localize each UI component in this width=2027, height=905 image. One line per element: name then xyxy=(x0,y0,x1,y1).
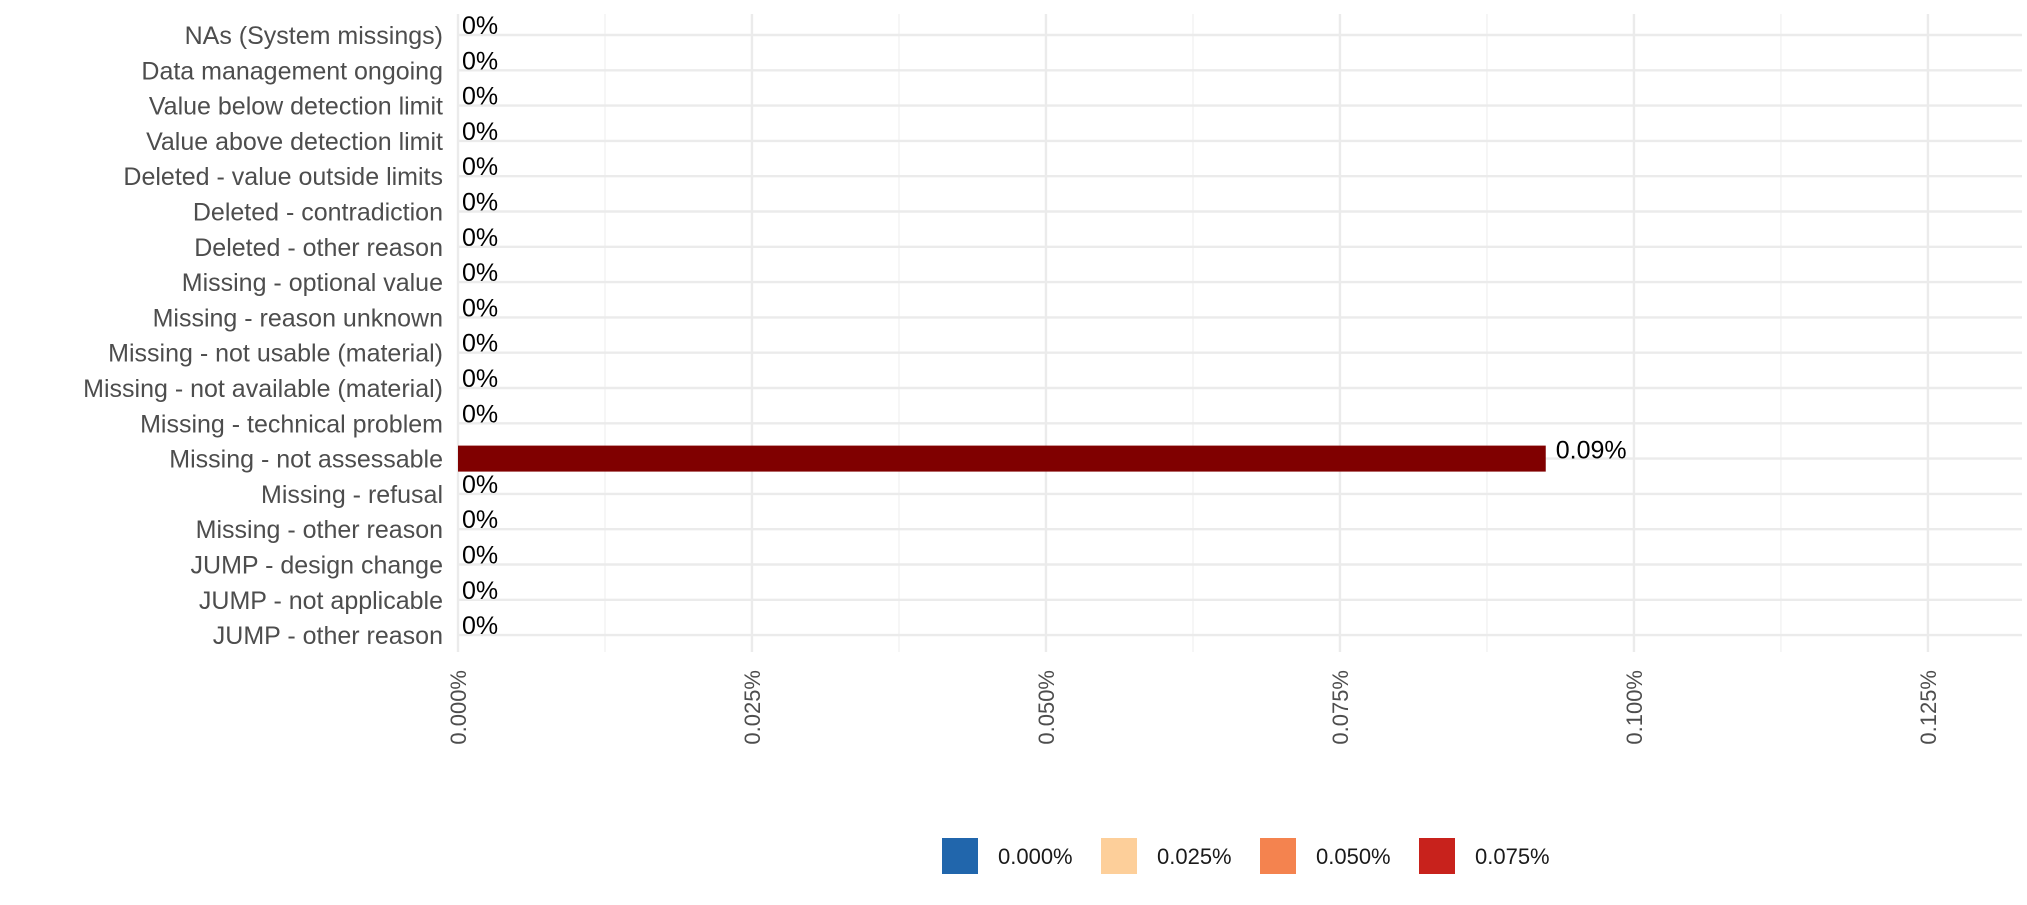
value-label: 0% xyxy=(462,506,498,534)
value-label: 0% xyxy=(462,153,498,181)
value-label: 0% xyxy=(462,12,498,40)
x-axis-tick-labels: 0.000% 0.025% 0.050% 0.075% 0.100% 0.125% xyxy=(446,670,1941,745)
value-label: 0% xyxy=(462,47,498,75)
legend-swatch xyxy=(1260,838,1296,874)
category-label: Missing - not assessable xyxy=(169,446,443,474)
value-label: 0% xyxy=(462,612,498,640)
legend-swatch xyxy=(1101,838,1137,874)
bars xyxy=(458,445,1546,472)
category-label: Deleted - value outside limits xyxy=(123,163,443,191)
x-tick-label: 0.125% xyxy=(1916,670,1941,745)
value-label: 0% xyxy=(462,542,498,570)
category-label: Missing - technical problem xyxy=(140,410,443,438)
value-label: 0% xyxy=(462,83,498,111)
category-label: Value below detection limit xyxy=(149,93,443,121)
category-label: Missing - reason unknown xyxy=(153,304,443,332)
value-label: 0% xyxy=(462,224,498,252)
category-label: JUMP - design change xyxy=(191,552,443,580)
x-tick-label: 0.050% xyxy=(1034,670,1059,745)
category-label: Deleted - other reason xyxy=(194,234,443,262)
value-label: 0% xyxy=(462,365,498,393)
category-label: NAs (System missings) xyxy=(185,22,443,50)
legend-label: 0.000% xyxy=(998,844,1073,869)
x-tick-label: 0.075% xyxy=(1328,670,1353,745)
x-tick-label: 0.000% xyxy=(446,670,471,745)
value-label: 0% xyxy=(462,189,498,217)
legend-label: 0.050% xyxy=(1316,844,1391,869)
legend-label: 0.025% xyxy=(1157,844,1232,869)
category-label: Missing - refusal xyxy=(261,481,443,509)
category-label: Missing - other reason xyxy=(196,516,443,544)
category-label: Missing - not available (material) xyxy=(83,375,443,403)
category-label: JUMP - other reason xyxy=(213,622,443,650)
legend: 0.000% 0.025% 0.050% 0.075% xyxy=(942,838,1550,874)
value-label: 0% xyxy=(462,400,498,428)
category-label: JUMP - not applicable xyxy=(199,587,443,615)
bar xyxy=(458,445,1546,472)
value-labels: 0% 0% 0% 0% 0% 0% 0% 0% 0% 0% 0% 0% 0.09% 0% 0% 0% 0% 0% xyxy=(462,12,1627,640)
category-label: Value above detection limit xyxy=(146,128,443,156)
value-label: 0% xyxy=(462,118,498,146)
category-label: Deleted - contradiction xyxy=(193,199,443,227)
category-label: Missing - not usable (material) xyxy=(108,340,443,368)
category-label: Missing - optional value xyxy=(182,269,443,297)
x-tick-label: 0.100% xyxy=(1622,670,1647,745)
legend-label: 0.075% xyxy=(1475,844,1550,869)
legend-swatch xyxy=(942,838,978,874)
value-label: 0% xyxy=(462,330,498,358)
category-labels: NAs (System missings) Data management ong… xyxy=(83,22,443,650)
value-label: 0.09% xyxy=(1556,437,1627,465)
grid-lines xyxy=(456,14,2022,652)
value-label: 0% xyxy=(462,294,498,322)
value-label: 0% xyxy=(462,471,498,499)
x-tick-label: 0.025% xyxy=(740,670,765,745)
value-label: 0% xyxy=(462,577,498,605)
category-label: Data management ongoing xyxy=(141,57,443,85)
legend-swatch xyxy=(1419,838,1455,874)
value-label: 0% xyxy=(462,259,498,287)
